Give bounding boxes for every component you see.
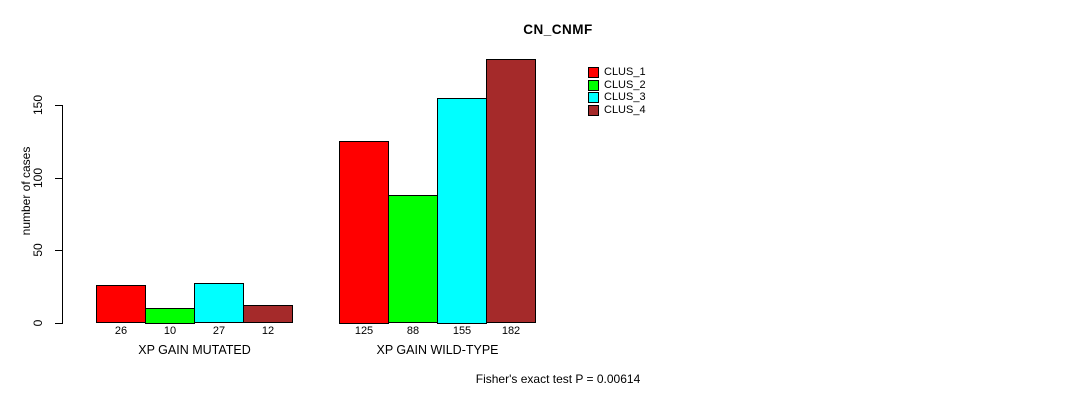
y-tick-mark — [55, 322, 62, 324]
y-tick-mark — [55, 177, 62, 179]
y-tick-label: 50 — [31, 243, 45, 257]
bar-clus_1-group1 — [96, 284, 146, 324]
chart-title: CN_CNMF — [523, 22, 593, 37]
category-label: XP GAIN WILD-TYPE — [376, 343, 499, 357]
y-tick-label: 0 — [31, 319, 45, 326]
legend-item-label: CLUS_2 — [604, 78, 646, 91]
y-tick-mark — [55, 250, 62, 251]
bar-value-label: 27 — [212, 325, 226, 337]
legend-item-label: CLUS_3 — [604, 91, 646, 104]
bar-clus_4-group1 — [243, 305, 293, 324]
bar-clus_2-group2 — [388, 194, 438, 324]
legend-color-swatch — [588, 105, 599, 117]
bar-value-label: 88 — [406, 325, 420, 337]
bar-clus_4-group2 — [486, 58, 536, 324]
y-tick-mark — [55, 105, 62, 106]
y-tick-label: 100 — [31, 167, 45, 188]
legend-color-swatch — [588, 67, 599, 78]
bar-value-label: 10 — [163, 325, 177, 337]
bar-value-label: 12 — [261, 325, 275, 337]
fisher-test-annotation: Fisher's exact test P = 0.00614 — [475, 372, 641, 386]
bar-clus_1-group2 — [339, 141, 389, 324]
bar-clus_2-group1 — [145, 308, 195, 324]
legend-item-label: CLUS_4 — [604, 104, 646, 117]
bar-clus_3-group1 — [194, 283, 244, 324]
bar-value-label: 182 — [501, 325, 521, 337]
bar-value-label: 155 — [452, 325, 472, 337]
bar-clus_3-group2 — [437, 97, 487, 324]
y-axis-label: number of cases — [19, 146, 33, 236]
legend-color-swatch — [588, 92, 599, 104]
y-axis-line — [62, 105, 63, 324]
bar-value-label: 125 — [354, 325, 374, 337]
category-label: XP GAIN MUTATED — [138, 343, 251, 357]
legend-color-swatch — [588, 79, 599, 91]
bar-value-label: 26 — [114, 325, 128, 337]
legend-item-label: CLUS_1 — [604, 66, 646, 78]
y-tick-label: 150 — [31, 94, 45, 116]
